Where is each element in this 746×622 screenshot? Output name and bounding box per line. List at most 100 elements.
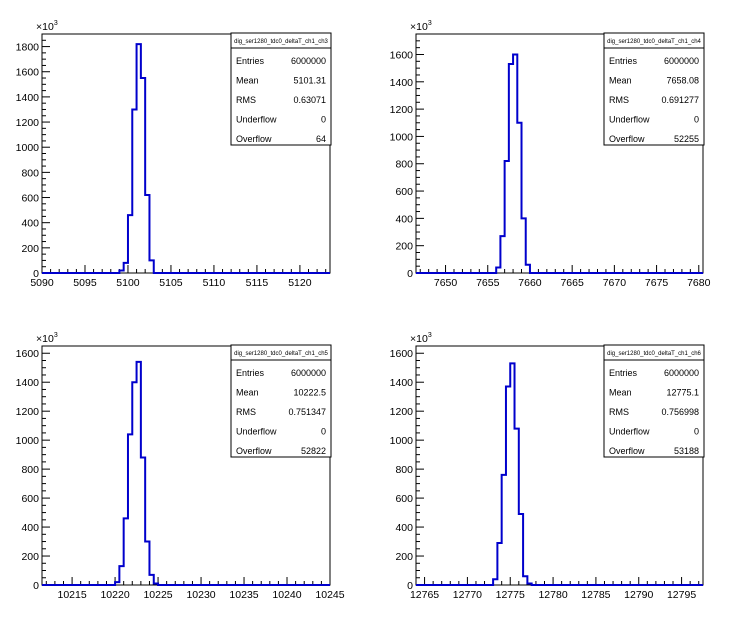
x-tick-label: 7675 [645,277,669,289]
stats-value-underflow: 0 [321,427,326,437]
stats-label-entries: Entries [609,56,638,66]
x-tick-label: 7670 [603,277,627,289]
y-tick-label: 1400 [390,77,414,89]
stats-value-underflow: 0 [694,115,699,125]
y-tick-label: 0 [33,580,39,592]
y-tick-label: 400 [395,213,413,225]
y-tick-label: 1400 [390,377,414,389]
x-tick-label: 12780 [538,589,567,601]
x-tick-label: 12770 [453,589,482,601]
y-tick-label: 1200 [16,117,40,129]
y-tick-label: 1000 [16,142,40,154]
stats-label-overflow: Overflow [609,446,645,456]
stats-label-entries: Entries [236,56,265,66]
y-tick-label: 1200 [390,406,414,418]
y-tick-label: 400 [21,218,39,230]
histogram-pad: 12765 12770 12775 12780 12785 12790 12795 0 200 4… [390,332,705,601]
stats-title: dig_ser1280_tdc0_deltaT_ch1_ch3 [234,39,328,45]
y-tick-label: 400 [395,522,413,534]
stats-value-mean: 12775.1 [666,388,699,398]
y-exponent-base: ×10 [410,333,428,345]
stats-value-rms: 0.756998 [661,407,699,417]
y-tick-label: 1000 [16,435,40,447]
stats-label-overflow: Overflow [236,446,272,456]
x-tick-label: 7665 [560,277,584,289]
stats-label-mean: Mean [609,76,632,86]
y-tick-label: 0 [407,580,413,592]
y-tick-label: 1600 [390,49,414,61]
y-exponent-power: 3 [428,332,432,339]
stats-label-rms: RMS [236,95,256,105]
x-tick-label: 5115 [246,277,269,289]
stats-label-rms: RMS [236,407,256,417]
y-tick-label: 0 [33,268,39,280]
x-tick-label: 12765 [410,589,439,601]
y-tick-label: 800 [395,159,413,171]
stats-label-underflow: Underflow [236,115,277,125]
x-tick-label: 7650 [434,277,458,289]
stats-box [230,32,332,146]
y-tick-label: 0 [407,268,413,280]
x-tick-label: 7660 [518,277,542,289]
y-tick-label: 400 [21,522,39,534]
stats-value-rms: 0.691277 [661,95,699,105]
x-tick-label: 5120 [288,277,312,289]
y-exponent-label: ×103 [410,332,432,345]
y-tick-label: 1400 [16,92,40,104]
y-tick-label: 200 [21,243,39,255]
histogram-series [42,43,330,274]
stats-title: dig_ser1280_tdc0_deltaT_ch1_ch6 [607,351,701,357]
y-tick-label: 200 [395,241,413,253]
y-exponent-label: ×103 [36,332,58,345]
x-tick-label: 10225 [143,589,172,601]
y-tick-label: 200 [395,551,413,563]
x-tick-label: 10240 [272,589,301,601]
stats-value-entries: 6000000 [291,368,326,378]
stats-value-rms: 0.751347 [288,407,326,417]
y-tick-label: 800 [21,167,39,179]
y-tick-label: 600 [395,493,413,505]
y-tick-label: 1200 [390,104,414,116]
x-tick-label: 10220 [100,589,129,601]
stats-label-mean: Mean [236,388,259,398]
stats-label-mean: Mean [609,388,632,398]
stats-value-underflow: 0 [694,427,699,437]
stats-box [603,32,705,146]
y-tick-label: 600 [21,493,39,505]
stats-value-overflow: 64 [316,134,326,144]
x-tick-label: 5095 [73,277,97,289]
stats-box [230,344,332,458]
stats-label-mean: Mean [236,76,259,86]
histogram-pad: 5090 5095 5100 5105 5110 5115 5120 0 200 400 600 80… [16,20,332,289]
y-exponent-power: 3 [54,20,58,27]
stats-title: dig_ser1280_tdc0_deltaT_ch1_ch4 [607,39,701,45]
stats-value-overflow: 53188 [674,446,699,456]
y-exponent-power: 3 [428,20,432,27]
x-tick-label: 12775 [496,589,525,601]
histogram-series [42,360,330,586]
stats-title: dig_ser1280_tdc0_deltaT_ch1_ch5 [234,351,328,357]
y-tick-label: 200 [21,551,39,563]
stats-label-entries: Entries [236,368,265,378]
y-tick-label: 800 [21,464,39,476]
x-tick-label: 7680 [687,277,711,289]
stats-value-mean: 5101.31 [293,76,326,86]
stats-label-underflow: Underflow [236,427,277,437]
y-tick-label: 1000 [390,131,414,143]
y-exponent-label: ×103 [410,20,432,33]
stats-value-entries: 6000000 [291,56,326,66]
y-exponent-power: 3 [54,332,58,339]
x-tick-label: 12795 [667,589,696,601]
x-tick-label: 10230 [186,589,215,601]
y-tick-label: 1600 [16,348,40,360]
stats-value-rms: 0.63071 [293,95,326,105]
stats-value-entries: 6000000 [664,56,699,66]
y-exponent-base: ×10 [36,21,54,33]
stats-box [603,344,705,458]
x-tick-label: 10245 [315,589,344,601]
y-exponent-base: ×10 [410,21,428,33]
y-exponent-base: ×10 [36,333,54,345]
y-tick-label: 600 [395,186,413,198]
y-tick-label: 1800 [16,42,40,54]
